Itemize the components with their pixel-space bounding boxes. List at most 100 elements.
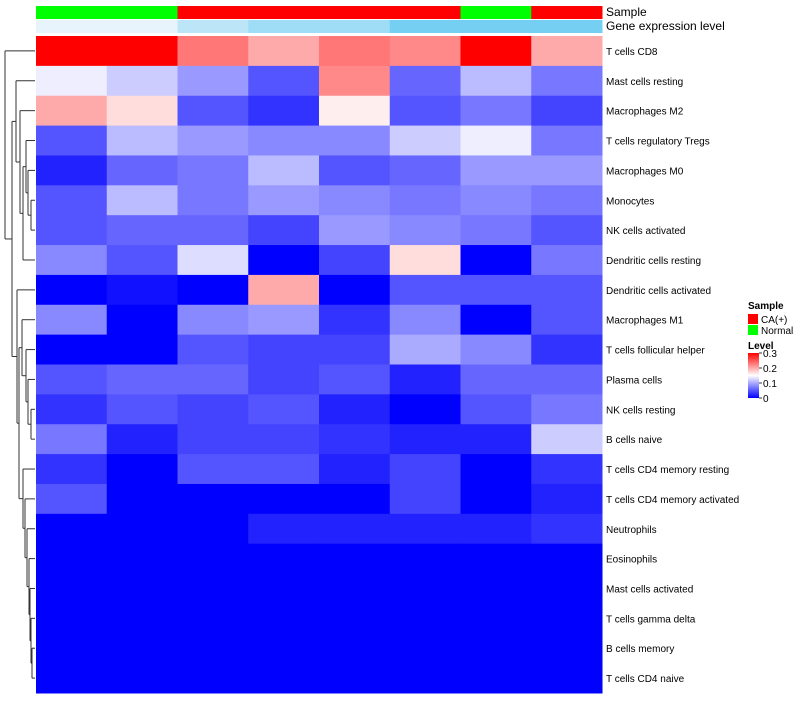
heatmap-cell [531, 334, 603, 365]
sample-annotation-cell [106, 6, 178, 19]
heatmap-cell [460, 573, 532, 604]
row-label: NK cells resting [606, 405, 675, 416]
heatmap-cell [177, 483, 249, 515]
legend-swatch [748, 314, 758, 324]
heatmap-cell [36, 603, 108, 634]
heatmap-cell [319, 603, 391, 634]
heatmap-cell [319, 155, 391, 186]
heatmap-cell [106, 633, 178, 664]
heatmap-cell [106, 334, 178, 365]
heatmap-cell [177, 155, 249, 186]
heatmap-cell [389, 304, 461, 336]
heatmap-cell [389, 483, 461, 515]
row-label: Eosinophils [606, 555, 657, 566]
heatmap-cell [531, 304, 603, 336]
heatmap-cell [319, 483, 391, 515]
heatmap-cell [319, 304, 391, 336]
heatmap-cell [36, 483, 108, 515]
legend-swatch [748, 325, 758, 335]
heatmap-cell [319, 454, 391, 485]
heatmap-cell [106, 573, 178, 604]
heatmap-cell [531, 185, 603, 216]
heatmap-cell [36, 424, 108, 455]
heatmap-cell [36, 125, 108, 156]
heatmap-cell [106, 155, 178, 186]
heatmap-cell [177, 633, 249, 664]
legend-level-title: Level [748, 341, 774, 352]
heatmap-cell [106, 364, 178, 395]
heatmap-cell [177, 185, 249, 216]
heatmap-cell [460, 334, 532, 365]
heatmap-cell [248, 663, 320, 694]
heatmap-cell [531, 274, 603, 306]
heatmap-cell [106, 394, 178, 425]
expression-annotation-cell [531, 20, 603, 33]
sample-annotation-cell [248, 6, 320, 19]
heatmap-cell [177, 394, 249, 425]
heatmap-cell [389, 334, 461, 365]
heatmap-cell [389, 36, 461, 67]
heatmap-cell [460, 125, 532, 156]
heatmap-cell [177, 125, 249, 156]
heatmap-cell [531, 125, 603, 156]
heatmap-cell [319, 125, 391, 156]
heatmap-cell [531, 663, 603, 694]
heatmap-cell [460, 95, 532, 127]
heatmap-cell [319, 36, 391, 67]
heatmap-cell [106, 245, 178, 276]
heatmap-cell [531, 364, 603, 395]
row-label: T cells CD8 [606, 47, 658, 58]
row-label: NK cells activated [606, 226, 685, 237]
heatmap-cell [460, 483, 532, 515]
heatmap-cell [177, 245, 249, 276]
annotation-label: Gene expression level [606, 19, 725, 33]
heatmap-cell [389, 274, 461, 306]
expression-annotation-cell [460, 20, 532, 33]
heatmap-cell [177, 65, 249, 97]
heatmap-cell [531, 633, 603, 664]
heatmap-cell [248, 36, 320, 67]
heatmap-cell [460, 36, 532, 67]
heatmap-cell [106, 36, 178, 67]
heatmap-cell [106, 274, 178, 306]
row-label: T cells CD4 memory activated [606, 495, 739, 506]
row-label: Macrophages M1 [606, 316, 684, 327]
heatmap-cell [36, 245, 108, 276]
heatmap-cell [36, 36, 108, 67]
heatmap-cell [531, 95, 603, 127]
heatmap-cell [531, 65, 603, 97]
heatmap-cell [460, 304, 532, 336]
expression-annotation-cell [36, 20, 108, 33]
heatmap-cell [531, 573, 603, 604]
heatmap-cell [248, 633, 320, 664]
heatmap-cell [531, 483, 603, 515]
row-label-layer: T cells CD8 Mast cells resting Macrophages… [606, 47, 739, 685]
heatmap-cell [36, 95, 108, 127]
heatmap-cell [36, 573, 108, 604]
heatmap-cell [177, 424, 249, 455]
heatmap-cell [460, 603, 532, 634]
legend-entry: CA(+) [761, 315, 787, 326]
heatmap-cell [460, 155, 532, 186]
heatmap-cell [106, 483, 178, 515]
heatmap-cell [389, 543, 461, 575]
heatmap-cell [106, 125, 178, 156]
heatmap-cell [248, 573, 320, 604]
heatmap-cell [248, 543, 320, 575]
heatmap-cell [248, 95, 320, 127]
expression-annotation-cell [389, 20, 461, 33]
heatmap-cell [36, 513, 108, 545]
heatmap-cell [460, 245, 532, 276]
level-tick-label: 0.3 [763, 349, 777, 360]
heatmap-cell [389, 633, 461, 664]
heatmap-cell [248, 155, 320, 186]
heatmap-cell [36, 364, 108, 395]
heatmap-cell [531, 543, 603, 575]
heatmap-cell [389, 95, 461, 127]
heatmap-cell [460, 364, 532, 395]
heatmap-cell [319, 245, 391, 276]
heatmap-cell [460, 185, 532, 216]
heatmap-cell [106, 603, 178, 634]
row-label: Dendritic cells resting [606, 256, 701, 267]
